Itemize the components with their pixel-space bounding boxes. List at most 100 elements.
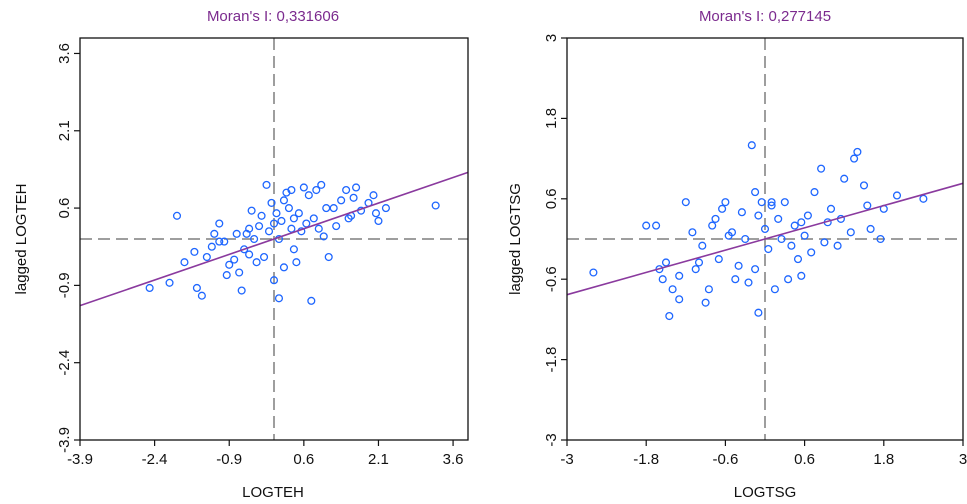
- data-point: [704, 285, 713, 294]
- data-point: [698, 241, 707, 250]
- data-point: [708, 221, 717, 230]
- data-point: [764, 245, 773, 254]
- data-point: [279, 263, 288, 272]
- data-point: [760, 224, 770, 234]
- panel-2-xlabel: LOGTSG: [734, 484, 797, 501]
- data-point: [701, 298, 710, 307]
- data-point: [850, 154, 859, 163]
- data-point: [731, 275, 740, 284]
- data-point: [252, 258, 261, 267]
- data-point: [202, 252, 211, 262]
- panel-logteh: Moran's I: 0,331606 LOGTEH lagged LOGTEH…: [13, 8, 469, 501]
- data-point: [661, 258, 671, 267]
- data-point: [240, 245, 249, 254]
- data-point: [767, 201, 776, 210]
- data-point: [741, 234, 750, 244]
- data-point: [668, 285, 677, 294]
- data-point: [751, 265, 760, 274]
- data-point: [754, 308, 763, 317]
- data-point: [302, 219, 311, 228]
- data-point: [165, 278, 174, 287]
- data-point: [245, 224, 254, 233]
- panel-1-xlabel: LOGTEH: [242, 484, 304, 501]
- data-point: [277, 216, 286, 226]
- data-point: [230, 255, 239, 264]
- data-point: [665, 311, 674, 321]
- data-point: [257, 211, 266, 220]
- data-point: [757, 198, 766, 207]
- data-point: [337, 196, 346, 205]
- data-point: [681, 198, 690, 207]
- data-point: [787, 241, 796, 250]
- regression-line: [566, 182, 964, 296]
- y-tick-label: 3.6: [56, 43, 73, 64]
- y-tick-label: -3: [543, 433, 560, 446]
- y-tick-label: 3: [543, 34, 560, 42]
- data-point: [287, 224, 296, 233]
- x-tick-label: -3: [560, 451, 573, 468]
- data-point: [797, 218, 806, 227]
- data-point: [220, 237, 229, 246]
- data-point: [797, 271, 806, 280]
- y-tick-label: 1.8: [543, 108, 560, 129]
- data-point: [352, 183, 361, 192]
- data-point: [744, 278, 753, 287]
- data-point: [317, 180, 326, 189]
- y-tick-label: 2.1: [56, 120, 73, 141]
- data-point: [289, 214, 298, 223]
- data-point: [675, 271, 684, 280]
- data-point: [232, 229, 241, 238]
- x-tick-label: 3.6: [443, 451, 464, 468]
- data-point: [245, 250, 254, 259]
- x-tick-label: 3: [959, 451, 967, 468]
- data-point: [349, 193, 358, 202]
- x-tick-label: -0.6: [712, 451, 738, 468]
- data-point: [863, 201, 872, 210]
- data-point: [876, 234, 885, 244]
- data-point: [274, 294, 284, 303]
- data-point: [714, 255, 723, 264]
- data-point: [247, 206, 256, 215]
- data-point: [342, 185, 351, 195]
- y-tick-label: -1.8: [543, 347, 560, 373]
- data-point: [260, 252, 269, 262]
- data-point: [853, 147, 862, 156]
- data-point: [718, 204, 727, 213]
- data-point: [294, 209, 303, 218]
- data-point: [197, 291, 206, 300]
- data-point: [237, 286, 246, 295]
- regression-line: [79, 171, 469, 307]
- y-tick-label: -3.9: [56, 427, 73, 453]
- data-point: [747, 141, 756, 150]
- data-point: [145, 283, 154, 293]
- data-point: [284, 204, 293, 213]
- data-point: [287, 185, 296, 195]
- data-point: [833, 241, 842, 250]
- data-point: [374, 216, 383, 226]
- y-tick-label: -2.4: [56, 350, 73, 376]
- x-tick-label: -1.8: [633, 451, 659, 468]
- data-point: [790, 221, 799, 230]
- data-point: [721, 198, 730, 207]
- data-point: [688, 228, 697, 237]
- y-tick-label: 0.6: [56, 198, 73, 219]
- data-point: [751, 188, 760, 197]
- data-point: [892, 191, 902, 200]
- data-point: [267, 198, 276, 207]
- data-point: [803, 211, 812, 220]
- panel-1-ylabel: lagged LOGTEH: [13, 184, 30, 295]
- data-point: [754, 211, 763, 220]
- data-point: [820, 238, 829, 247]
- data-point: [817, 164, 826, 173]
- data-point: [262, 180, 271, 189]
- data-point: [846, 228, 855, 237]
- data-point: [767, 198, 776, 207]
- panel-1-title: Moran's I: 0,331606: [207, 8, 339, 25]
- data-point: [322, 204, 331, 213]
- data-point: [658, 275, 667, 284]
- x-tick-label: -3.9: [67, 451, 93, 468]
- data-point: [859, 181, 869, 190]
- data-point: [289, 245, 298, 254]
- data-point: [675, 295, 684, 304]
- data-point: [319, 232, 328, 241]
